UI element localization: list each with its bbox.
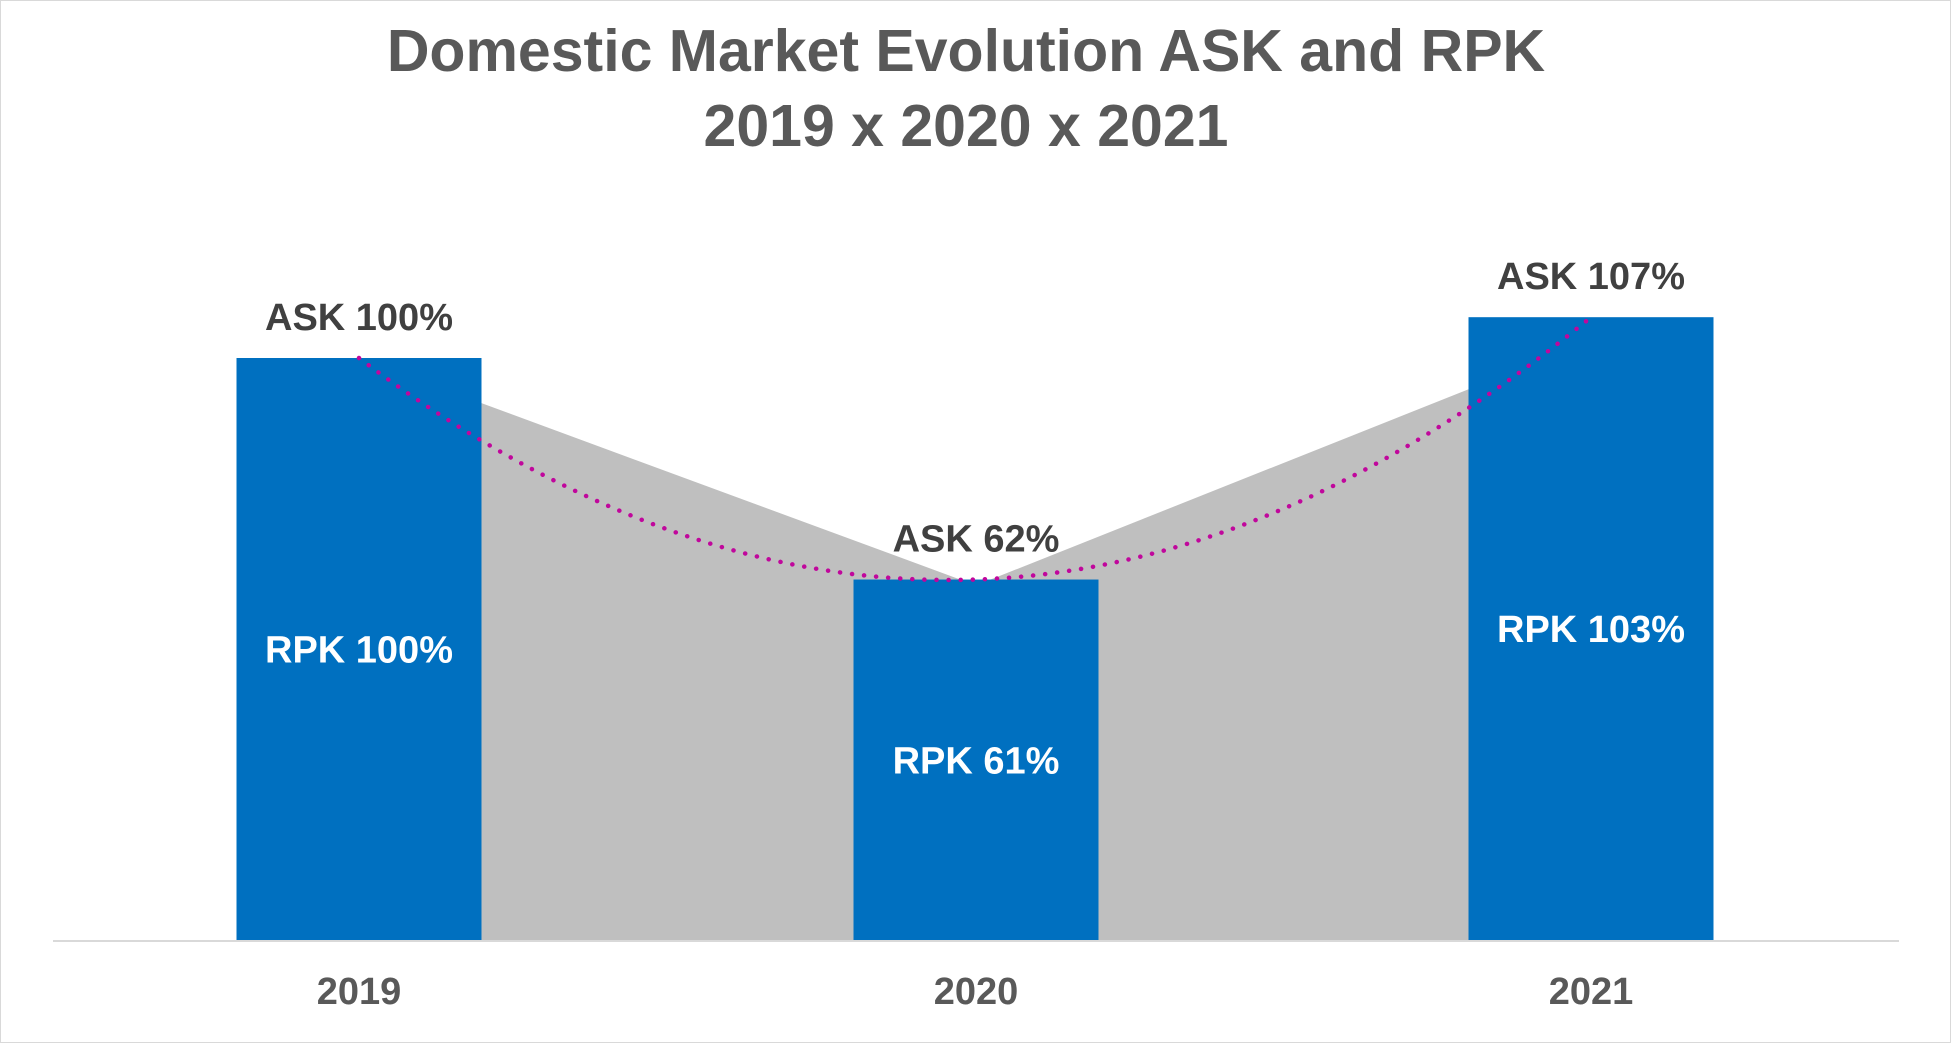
ask-data-label-2019: ASK 100% [265, 297, 453, 339]
ask-data-label-2021: ASK 107% [1497, 256, 1685, 298]
ask-trendline [356, 314, 1594, 583]
x-tick-label-2019: 2019 [317, 971, 402, 1013]
chart-title-line-1: Domestic Market Evolution ASK and RPK [387, 18, 1546, 84]
rpk-data-label-2019: RPK 100% [265, 630, 453, 672]
x-tick-label-2021: 2021 [1549, 971, 1634, 1013]
plot-area: ASK 100% ASK 62% ASK 107% RPK 100% RPK 61% RP… [53, 256, 1899, 1013]
rpk-data-label-2020: RPK 61% [893, 740, 1060, 782]
x-tick-label-2020: 2020 [934, 971, 1019, 1013]
bar-2019 [236, 358, 482, 941]
chart-title-line-2: 2019 x 2020 x 2021 [704, 93, 1229, 159]
bar-2021 [1468, 317, 1714, 941]
bar-2020 [853, 579, 1099, 941]
rpk-data-label-2021: RPK 103% [1497, 609, 1685, 651]
ask-data-label-2020: ASK 62% [893, 519, 1060, 561]
